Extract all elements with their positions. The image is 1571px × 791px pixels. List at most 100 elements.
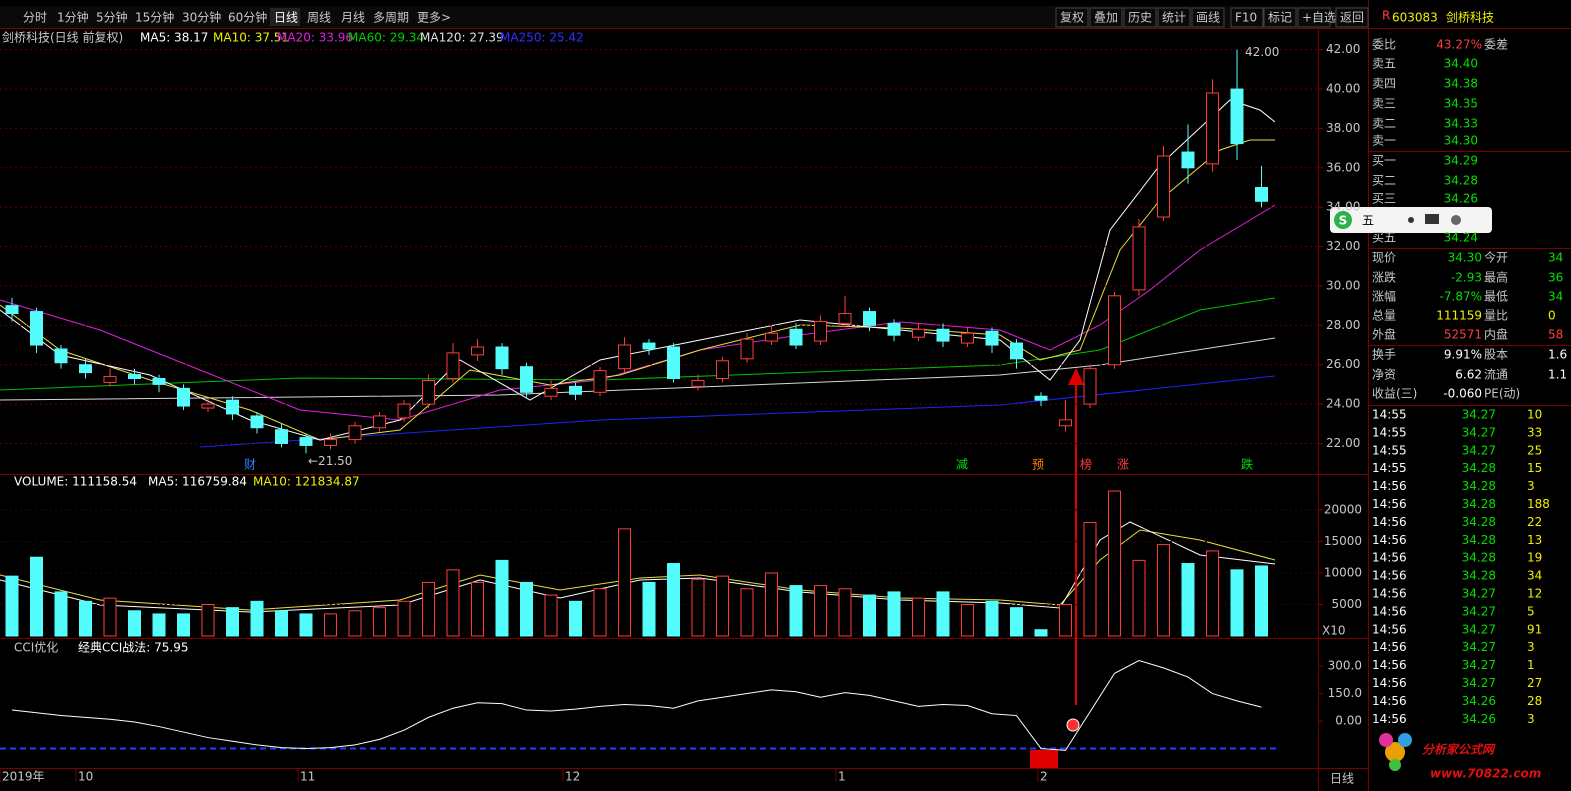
- button-frame: [1089, 7, 1123, 28]
- toolbar-tab[interactable]: 1分钟: [57, 10, 89, 25]
- candle-body: [397, 403, 411, 419]
- event-marker[interactable]: 预: [1032, 458, 1044, 472]
- toolbar-button[interactable]: 标记: [1268, 11, 1292, 25]
- candle-body: [1059, 419, 1072, 427]
- quote-label: 流通: [1484, 368, 1508, 382]
- toolbar-tab[interactable]: 5分钟: [96, 10, 128, 25]
- ime-mode: 五: [1362, 214, 1374, 228]
- quote-label: 最低: [1484, 290, 1508, 304]
- event-marker[interactable]: 榜: [1080, 457, 1092, 472]
- volume-bar: [103, 597, 117, 637]
- book-price: 34.35: [1444, 97, 1478, 111]
- toolbar-tab[interactable]: 月线: [341, 11, 365, 25]
- volume-bar: [593, 588, 607, 637]
- volume-bar: [642, 581, 656, 637]
- book-label: 买三: [1372, 192, 1396, 206]
- volume-bar: [936, 591, 950, 637]
- candle-body: [520, 366, 533, 393]
- candle-body: [716, 360, 729, 380]
- event-marker[interactable]: 涨: [1117, 457, 1129, 472]
- volume-bar: [765, 572, 778, 637]
- volume-label: VOLUME: 111158.54: [14, 475, 137, 489]
- ime-bar: S: [1330, 207, 1492, 233]
- watermark-url: www.70822.com: [1430, 767, 1541, 781]
- volume-bar: [446, 569, 460, 637]
- toolbar-button[interactable]: +自选: [1302, 11, 1336, 25]
- toolbar-button[interactable]: 统计: [1162, 11, 1186, 25]
- candle-body: [642, 342, 656, 350]
- svg-text:S: S: [1339, 214, 1348, 228]
- toolbar-tab[interactable]: 更多>: [417, 11, 451, 25]
- volume-bar: [1157, 544, 1170, 637]
- volume-bar: [1132, 559, 1146, 637]
- quote-value: 9.91%: [1444, 348, 1482, 362]
- tick-time: 14:56: [1372, 497, 1407, 511]
- book-price: 34.24: [1444, 231, 1478, 245]
- ma-label: MA10: 37.51: [213, 31, 289, 45]
- toolbar-button[interactable]: 画线: [1196, 11, 1220, 25]
- toolbar-button[interactable]: 复权: [1060, 11, 1084, 25]
- candle-body: [961, 332, 974, 344]
- event-marker[interactable]: 财: [244, 458, 256, 472]
- quote-label: 收益(三): [1372, 387, 1417, 401]
- volume-bar: [177, 613, 190, 637]
- y-tick-label: 0.00: [1335, 714, 1362, 728]
- candle-body: [1206, 92, 1219, 165]
- volume-bar: [716, 575, 729, 637]
- candle-body: [1083, 368, 1097, 405]
- candle-body: [152, 378, 166, 385]
- volume-bar: [201, 603, 215, 637]
- volume-bar: [495, 559, 509, 637]
- candle-body: [5, 305, 19, 315]
- toolbar-button[interactable]: 历史: [1128, 11, 1152, 25]
- tick-price: 34.27: [1462, 425, 1496, 439]
- tick-volume: 27: [1527, 676, 1542, 690]
- x-tick-label: 12: [565, 770, 580, 784]
- quote-value: 36: [1548, 271, 1563, 285]
- candle-body: [912, 328, 925, 338]
- toolbar-tab[interactable]: 60分钟: [228, 10, 267, 25]
- quote-label: 最高: [1484, 270, 1508, 285]
- toolbar-button[interactable]: 返回: [1340, 11, 1364, 25]
- book-label: 买二: [1372, 174, 1396, 188]
- book-price: 34.30: [1444, 134, 1478, 148]
- toolbar-tab[interactable]: 分时: [23, 11, 47, 25]
- y-tick-label: 28.00: [1326, 318, 1360, 332]
- tick-price: 34.28: [1462, 497, 1496, 511]
- toolbar-tab[interactable]: 15分钟: [135, 10, 174, 25]
- quote-label: 总量: [1372, 309, 1396, 323]
- volume-bar: [397, 600, 411, 637]
- event-marker[interactable]: 跌: [1241, 457, 1253, 472]
- volume-bar: [54, 591, 68, 637]
- candle-body: [177, 387, 190, 407]
- tick-price: 34.26: [1462, 694, 1496, 708]
- toolbar-tab[interactable]: 日线: [274, 11, 298, 25]
- candle-body: [324, 439, 337, 446]
- quote-value: -0.060: [1443, 387, 1482, 401]
- quote-value: 6.62: [1455, 368, 1482, 382]
- tick-time: 14:56: [1372, 712, 1407, 726]
- tick-volume: 5: [1527, 604, 1535, 618]
- stock-name: 剑桥科技: [1446, 10, 1494, 25]
- candle-body: [201, 403, 215, 409]
- tick-price: 34.27: [1462, 622, 1496, 636]
- candle-body: [422, 379, 435, 405]
- volume-label: MA5: 116759.84: [148, 475, 247, 489]
- toolbar-button[interactable]: F10: [1235, 11, 1257, 25]
- toolbar-tab[interactable]: 30分钟: [182, 10, 221, 25]
- toolbar-tab[interactable]: 多周期: [373, 11, 409, 25]
- quote-label: 净资: [1372, 368, 1396, 382]
- toolbar-tab[interactable]: 周线: [307, 11, 331, 25]
- tick-time: 14:56: [1372, 569, 1407, 583]
- toolbar-button[interactable]: 叠加: [1094, 11, 1118, 25]
- candle-body: [471, 346, 484, 356]
- candle-body: [79, 364, 92, 374]
- tick-price: 34.27: [1462, 408, 1496, 422]
- volume-unit: X10: [1322, 624, 1346, 638]
- tick-price: 34.27: [1462, 587, 1496, 601]
- event-marker[interactable]: 减: [956, 458, 968, 472]
- max-label: 42.00: [1245, 45, 1279, 59]
- book-label: 卖五: [1372, 57, 1396, 71]
- x-tick-label: 2019年: [2, 770, 45, 784]
